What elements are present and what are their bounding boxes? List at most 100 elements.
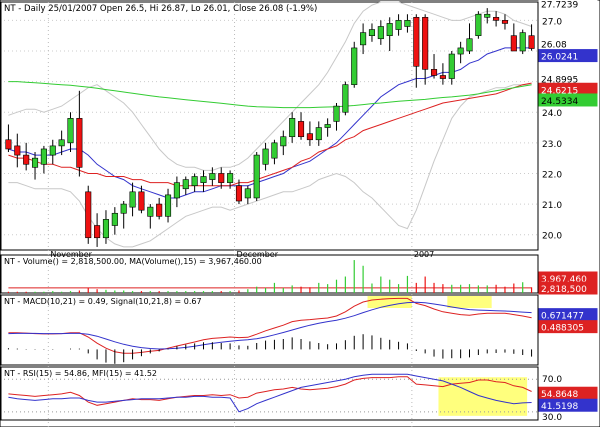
- price-tag: 24.5334: [541, 97, 578, 107]
- candle-down: [439, 75, 446, 79]
- macd-series-1: [8, 301, 532, 350]
- candle-up: [227, 173, 234, 183]
- macd-highlight: [447, 296, 492, 308]
- candle-up: [280, 136, 287, 147]
- macd-highlight: [367, 296, 412, 308]
- candle-down: [306, 133, 313, 141]
- macd-series-0: [8, 297, 532, 354]
- candle-down: [76, 118, 83, 168]
- ma-short-line: [8, 47, 532, 199]
- volume-tag-bg: [538, 281, 598, 295]
- candle-up: [342, 84, 349, 113]
- candle-down: [85, 191, 92, 239]
- candle-up: [377, 26, 384, 40]
- candle-up: [191, 176, 198, 187]
- rsi-title: NT - RSI(15) = 54.86, MFI(15) = 41.52: [4, 369, 157, 378]
- candle-up: [164, 194, 172, 217]
- candle-up: [404, 20, 411, 27]
- rsi-y-tick: 70.0: [542, 375, 562, 385]
- candle-down: [528, 35, 535, 49]
- candle-down: [23, 154, 30, 165]
- price-y-tick: 27.0: [542, 17, 562, 27]
- price-y-tick: 21.0: [542, 201, 562, 211]
- panel-frame-1: [0, 254, 539, 294]
- candle-up: [67, 118, 74, 144]
- price-tag: 26.08: [541, 40, 567, 50]
- candle-down: [297, 121, 305, 138]
- candle-down: [510, 35, 517, 52]
- price-tag: 27.7239: [541, 1, 578, 11]
- price-y-tick: 22.0: [542, 170, 562, 180]
- candle-up: [173, 182, 180, 199]
- price-tag-bg: [538, 49, 598, 63]
- price-y-tick: 23.0: [542, 140, 562, 150]
- rsi-tag: 54.8648: [541, 390, 578, 400]
- x-axis-label: November: [50, 250, 92, 259]
- candle-down: [422, 17, 429, 70]
- candle-up: [102, 219, 110, 239]
- candle-up: [182, 179, 189, 190]
- price-tag: 24.6215: [541, 86, 578, 96]
- candle-up: [466, 38, 473, 52]
- candle-up: [49, 145, 56, 156]
- candle-up: [262, 148, 269, 165]
- volume-tag: 2,818,500: [541, 285, 587, 295]
- candle-up: [395, 20, 402, 30]
- candle-up: [111, 212, 118, 226]
- candle-up: [40, 148, 47, 165]
- ma-long-line: [8, 81, 532, 109]
- candle-up: [209, 173, 216, 180]
- gridlines: [4, 2, 538, 427]
- candle-down: [430, 69, 438, 76]
- candle-up: [244, 188, 251, 199]
- candle-up: [333, 105, 340, 122]
- macd-tag: 0.488305: [541, 324, 584, 334]
- volume-title: NT - Volume() = 2,818,500.00, MA(Volume(…: [4, 257, 262, 266]
- candle-up: [484, 13, 491, 18]
- bollinger-upper-line: [8, 1, 532, 171]
- macd-tag-bg: [538, 320, 598, 334]
- candle-up: [360, 32, 367, 46]
- x-axis-label: December: [237, 250, 279, 259]
- candle-up: [289, 118, 296, 138]
- candle-down: [501, 20, 509, 24]
- candle-up: [324, 124, 331, 128]
- ma-mid-line: [8, 82, 532, 187]
- macd-tag: 0.671477: [541, 312, 584, 322]
- candle-up: [351, 47, 358, 85]
- price-y-tick: 24.0: [542, 109, 562, 119]
- candle-up: [368, 29, 376, 36]
- chart-marks: [5, 8, 535, 364]
- price-tag: 26.0241: [541, 53, 578, 63]
- rsi-series-0: [8, 376, 532, 406]
- candle-up: [386, 23, 393, 36]
- chart-title: NT - Daily 25/01/2007 Open 26.5, Hi 26.8…: [4, 4, 317, 14]
- candle-up: [147, 206, 154, 217]
- candle-up: [475, 13, 482, 36]
- candle-down: [138, 191, 145, 211]
- candle-up: [519, 32, 526, 52]
- candle-up: [200, 176, 207, 183]
- candle-down: [235, 185, 243, 202]
- candle-up: [253, 154, 260, 199]
- candle-down: [156, 203, 163, 217]
- x-axis-label: 2007: [414, 250, 434, 259]
- price-tag-bg: [538, 0, 598, 11]
- volume-tag: 3,967,460: [541, 275, 587, 285]
- price-tag: 24.8995: [541, 76, 578, 86]
- candle-down: [94, 225, 101, 239]
- candle-down: [14, 145, 21, 156]
- price-y-tick: 20.0: [542, 232, 562, 242]
- candle-up: [457, 47, 464, 55]
- rsi-y-tick: 30.0: [542, 413, 562, 423]
- candle-up: [271, 142, 278, 159]
- candle-up: [58, 139, 65, 147]
- rsi-tag: 41.5198: [541, 402, 578, 412]
- candle-down: [5, 139, 12, 150]
- candle-up: [31, 157, 39, 168]
- candle-up: [448, 53, 455, 79]
- value-tags: 27.7239 26.08 26.0241 24.899524.621524.5334…: [538, 0, 598, 412]
- candle-up: [120, 203, 127, 214]
